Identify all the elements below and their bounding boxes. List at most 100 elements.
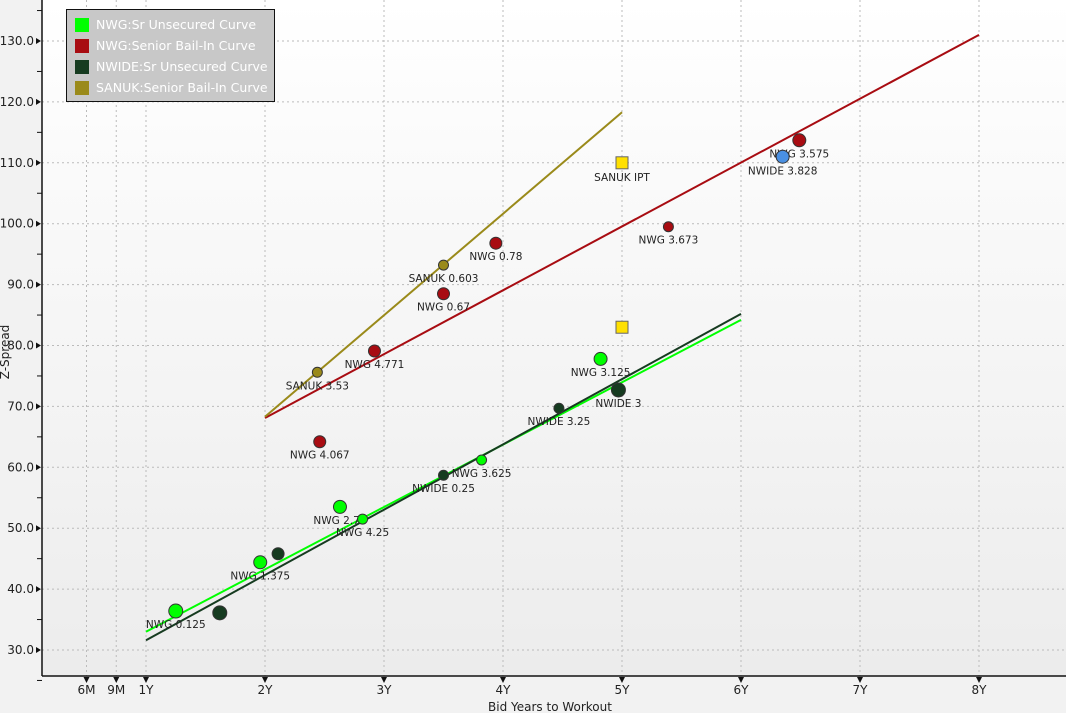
y-tick-mark <box>36 647 41 653</box>
data-point <box>775 149 790 164</box>
data-point <box>437 287 450 301</box>
x-tick-mark <box>738 677 744 683</box>
x-axis-title: Bid Years to Workout <box>488 700 612 713</box>
plot-area <box>42 0 1066 676</box>
data-point <box>271 547 285 561</box>
x-tick-mark <box>976 677 982 683</box>
y-tick-mark <box>36 342 41 349</box>
y-tick-label: 100.0 <box>0 217 34 231</box>
x-tick-label: 6Y <box>734 683 750 697</box>
x-tick-label: 5Y <box>615 683 631 697</box>
x-tick-label: 7Y <box>853 683 869 697</box>
x-tick-mark <box>619 677 625 683</box>
legend-label: NWIDE:Sr Unsecured Curve <box>96 59 268 74</box>
legend-swatch <box>75 17 89 32</box>
legend-item[interactable]: NWIDE:Sr Unsecured Curve <box>75 56 274 77</box>
point-label: NWG 3.625 <box>452 468 512 480</box>
legend-label: NWG:Senior Bail-In Curve <box>96 38 256 53</box>
legend-label: SANUK:Senior Bail-In Curve <box>96 80 268 95</box>
y-tick-mark <box>36 464 41 471</box>
legend-swatch <box>75 38 89 53</box>
point-label: NWG 0.78 <box>469 251 522 263</box>
y-tick-label: 30.0 <box>7 643 34 657</box>
data-point <box>367 344 381 358</box>
marker-square <box>615 320 629 334</box>
legend-swatch <box>75 59 89 74</box>
data-point <box>313 435 327 449</box>
data-point <box>792 133 807 148</box>
curve-line <box>264 34 980 419</box>
data-point <box>610 382 626 398</box>
x-tick-label: 6M <box>78 683 96 697</box>
legend-item[interactable]: NWG:Sr Unsecured Curve <box>75 14 274 35</box>
y-tick-mark <box>36 159 41 166</box>
x-tick-label: 4Y <box>496 683 512 697</box>
data-point <box>311 366 323 378</box>
point-label: SANUK 0.603 <box>409 273 479 285</box>
point-label: NWG 4.771 <box>345 359 405 371</box>
point-label: NWG 3.673 <box>639 235 699 247</box>
axes: 30.0 40.0 50.0 60.0 70.0 80.0 90.0 100.0 110.0 12… <box>0 0 1066 697</box>
x-tick-label: 9M <box>107 683 125 697</box>
y-tick-label: 80.0 <box>7 339 34 353</box>
point-label: NWG 4.25 <box>336 527 389 539</box>
x-tick-mark <box>113 677 120 683</box>
data-point <box>357 513 369 525</box>
y-tick-mark <box>36 38 41 44</box>
y-tick-mark <box>36 586 41 593</box>
y-tick-label: 110.0 <box>0 156 34 170</box>
data-point <box>212 605 228 621</box>
data-point <box>489 236 503 250</box>
y-tick-label: 40.0 <box>7 582 34 596</box>
data-point <box>332 499 347 514</box>
x-tick-mark <box>857 677 863 683</box>
point-label: NWG 3.125 <box>571 367 631 379</box>
data-point <box>593 351 608 366</box>
x-tick-label: 2Y <box>258 683 274 697</box>
y-tick-label: 130.0 <box>0 34 34 48</box>
data-point <box>662 221 674 233</box>
data-point <box>253 555 268 570</box>
y-tick-mark <box>36 281 41 288</box>
y-tick-mark <box>36 403 41 410</box>
point-label: NWG 0.67 <box>417 302 470 314</box>
y-tick-mark <box>36 220 41 227</box>
x-tick-mark <box>262 677 268 683</box>
x-tick-mark <box>381 677 387 683</box>
x-tick-label: 3Y <box>377 683 393 697</box>
point-label: NWG 0.125 <box>146 619 206 631</box>
point-label: SANUK IPT <box>594 172 650 184</box>
data-point <box>168 603 184 619</box>
y-tick-label: 70.0 <box>7 399 34 413</box>
point-label: NWG 4.067 <box>290 450 350 462</box>
legend: NWG:Sr Unsecured Curve NWG:Senior Bail-In… <box>66 9 275 102</box>
point-label: SANUK 3.53 <box>286 380 349 392</box>
y-tick-label: 50.0 <box>7 521 34 535</box>
point-label: NWIDE 0.25 <box>412 483 475 495</box>
legend-label: NWG:Sr Unsecured Curve <box>96 17 257 32</box>
point-label: NWIDE 3.25 <box>528 416 591 428</box>
x-tick-label: 8Y <box>972 683 988 697</box>
point-label: NWG 1.375 <box>230 570 290 582</box>
y-tick-label: 60.0 <box>7 460 34 474</box>
data-point <box>476 454 488 466</box>
y-axis-title: Z-Spread <box>0 325 12 380</box>
legend-item[interactable]: NWG:Senior Bail-In Curve <box>75 35 274 56</box>
point-label: NWIDE 3 <box>595 398 641 410</box>
x-tick-mark <box>83 677 90 683</box>
data-point <box>438 259 449 271</box>
data-point <box>438 469 449 481</box>
marker-square <box>615 156 629 170</box>
x-tick-label: 1Y <box>139 683 155 697</box>
x-tick-mark <box>143 677 149 683</box>
y-tick-label: 90.0 <box>7 278 34 292</box>
y-tick-mark <box>36 98 41 105</box>
y-tick-mark <box>36 525 41 532</box>
legend-item[interactable]: SANUK:Senior Bail-In Curve <box>75 77 274 98</box>
point-label: NWG 2.75 <box>313 515 366 527</box>
x-tick-mark <box>500 677 506 683</box>
legend-swatch <box>75 80 89 95</box>
data-point <box>553 402 565 414</box>
